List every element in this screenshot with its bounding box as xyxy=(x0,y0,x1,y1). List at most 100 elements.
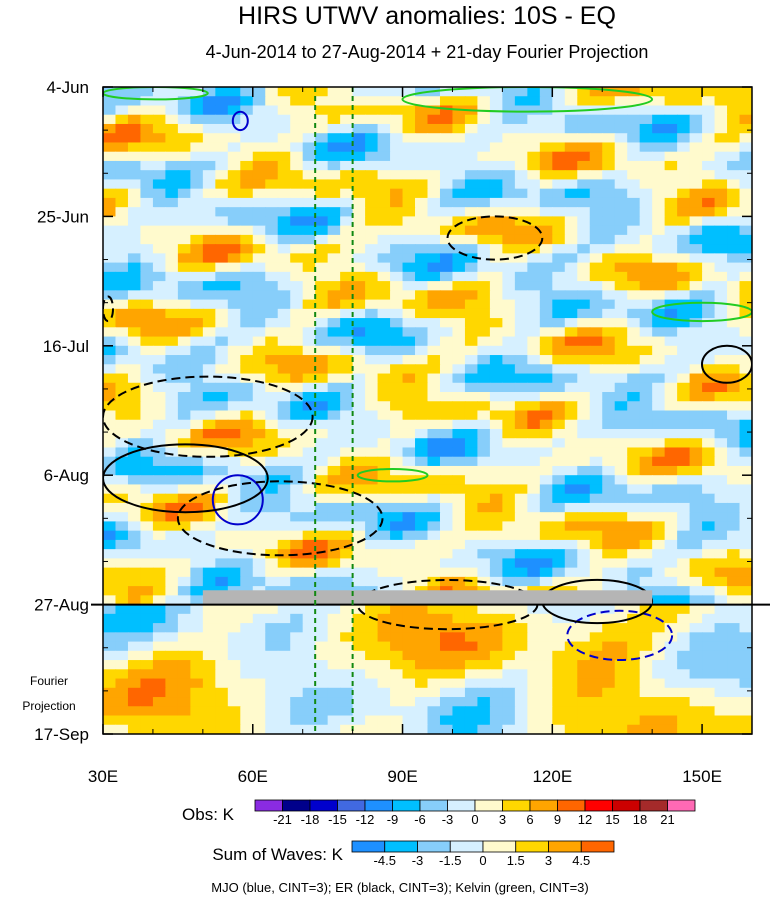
heatmap-cell xyxy=(739,401,752,412)
heatmap-cell xyxy=(352,262,366,273)
heatmap-cell xyxy=(514,715,528,726)
heatmap-cell xyxy=(677,318,691,328)
heatmap-cell xyxy=(627,308,641,319)
heatmap-cell xyxy=(190,660,204,670)
heatmap-cell xyxy=(539,447,553,458)
heatmap-cell xyxy=(177,438,191,449)
heatmap-cell xyxy=(115,170,129,181)
heatmap-cell xyxy=(327,244,341,254)
heatmap-cell xyxy=(115,512,129,523)
heatmap-cell xyxy=(265,345,279,356)
heatmap-cell xyxy=(202,428,216,439)
legend-note: MJO (blue, CINT=3); ER (black, CINT=3); … xyxy=(211,880,588,895)
heatmap-cell xyxy=(639,253,653,264)
heatmap-cell xyxy=(464,244,479,254)
heatmap-cell xyxy=(215,207,229,217)
heatmap-cell xyxy=(539,142,553,153)
heatmap-cell xyxy=(365,345,379,356)
heatmap-cell xyxy=(677,308,691,319)
heatmap-cell xyxy=(252,216,266,227)
heatmap-cell xyxy=(689,512,703,523)
heatmap-cell xyxy=(627,133,641,144)
heatmap-cell xyxy=(589,623,603,633)
heatmap-cell xyxy=(103,613,117,624)
heatmap-cell xyxy=(352,207,366,217)
heatmap-cell xyxy=(352,253,366,264)
heatmap-cell xyxy=(477,475,491,486)
heatmap-cell xyxy=(639,151,653,162)
heatmap-cell xyxy=(340,530,354,541)
heatmap-cell xyxy=(564,632,578,643)
heatmap-cell xyxy=(177,123,191,134)
heatmap-cell xyxy=(115,493,129,504)
heatmap-cell xyxy=(327,678,341,689)
er-black-contour xyxy=(103,375,314,458)
heatmap-cell xyxy=(103,114,117,125)
heatmap-cell xyxy=(652,539,666,550)
heatmap-cell xyxy=(689,558,703,569)
heatmap-cell xyxy=(627,318,641,328)
heatmap-cell xyxy=(365,308,379,319)
heatmap-cell xyxy=(552,632,566,643)
heatmap-cell xyxy=(140,216,154,227)
heatmap-cell xyxy=(377,105,391,116)
heatmap-cell xyxy=(627,345,641,356)
heatmap-cell xyxy=(689,484,703,495)
heatmap-cell xyxy=(103,502,117,513)
heatmap-cell xyxy=(390,281,404,291)
heatmap-cell xyxy=(240,327,254,338)
heatmap-cell xyxy=(265,299,279,310)
heatmap-cell xyxy=(527,373,541,384)
heatmap-cell xyxy=(727,123,741,134)
heatmap-cell xyxy=(415,253,429,264)
heatmap-cell xyxy=(514,345,528,356)
heatmap-cell xyxy=(577,271,591,282)
heatmap-cell xyxy=(215,345,229,356)
heatmap-cell xyxy=(502,623,516,633)
heatmap-cell xyxy=(677,475,691,486)
heatmap-cell xyxy=(502,262,516,273)
heatmap-cell xyxy=(202,447,216,458)
heatmap-cell xyxy=(652,373,666,384)
heatmap-cell xyxy=(152,345,166,356)
heatmap-cell xyxy=(577,419,591,430)
heatmap-cell xyxy=(115,567,129,578)
heatmap-cell xyxy=(464,355,479,365)
heatmap-cell xyxy=(652,197,666,208)
heatmap-cell xyxy=(315,678,329,689)
heatmap-cell xyxy=(302,160,316,171)
heatmap-cell xyxy=(589,650,603,661)
heatmap-cell xyxy=(302,539,316,550)
heatmap-cell xyxy=(177,641,191,652)
heatmap-cell xyxy=(589,530,603,541)
heatmap-cell xyxy=(415,530,429,541)
heatmap-cell xyxy=(215,706,229,717)
heatmap-cell xyxy=(402,336,416,347)
heatmap-cell xyxy=(639,133,653,144)
heatmap-cell xyxy=(452,151,466,162)
heatmap-cell xyxy=(177,632,191,643)
heatmap-cell xyxy=(165,687,179,698)
heatmap-cell xyxy=(664,678,678,689)
heatmap-cell xyxy=(552,364,566,375)
colorbar-level-label: 4.5 xyxy=(572,853,590,868)
colorbar-swatch xyxy=(580,840,615,853)
heatmap-cell xyxy=(140,207,154,217)
heatmap-cell xyxy=(639,502,653,513)
heatmap-cell xyxy=(277,87,291,97)
heatmap-cell xyxy=(115,188,129,199)
heatmap-cell xyxy=(240,465,254,476)
heatmap-cell xyxy=(402,419,416,430)
heatmap-cell xyxy=(652,401,666,412)
heatmap-cell xyxy=(227,271,241,282)
heatmap-cell xyxy=(165,96,179,107)
heatmap-cell xyxy=(489,539,503,550)
heatmap-cell xyxy=(652,512,666,523)
heatmap-cell xyxy=(140,308,154,319)
heatmap-cell xyxy=(502,281,516,291)
heatmap-cell xyxy=(664,197,678,208)
heatmap-cell xyxy=(165,336,179,347)
heatmap-cell xyxy=(539,715,553,726)
heatmap-cell xyxy=(577,364,591,375)
heatmap-cell xyxy=(452,410,466,421)
